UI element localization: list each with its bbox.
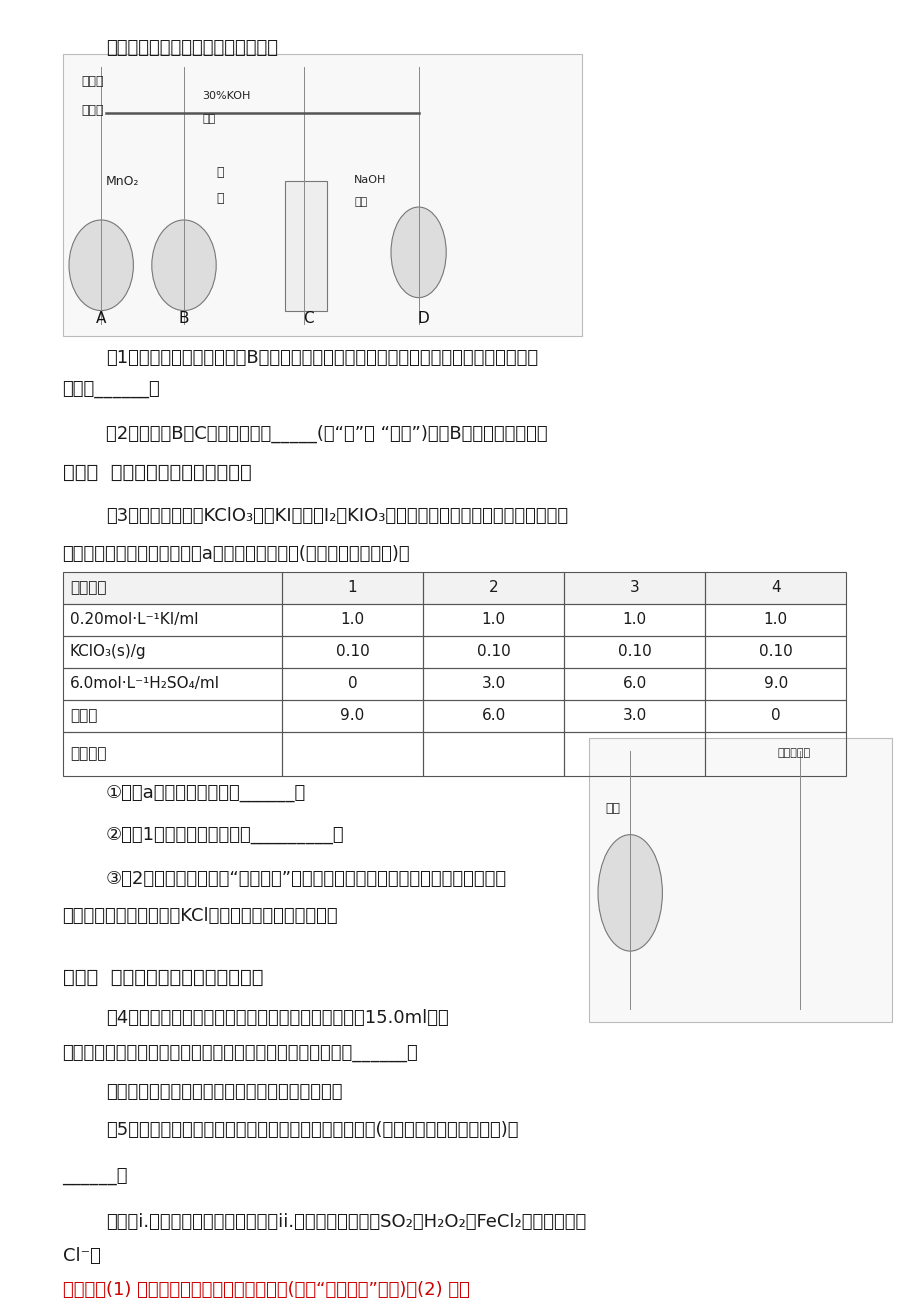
Text: KClO₃(s)/g: KClO₃(s)/g: [70, 644, 146, 659]
Text: Cl⁻。: Cl⁻。: [62, 1247, 100, 1266]
Text: 3.0: 3.0: [481, 676, 505, 691]
Bar: [563, 699, 705, 732]
Bar: [282, 635, 423, 668]
Bar: [423, 604, 563, 635]
Text: 【答案】(1) 烧杯、漏斗、玻璃棒、胶头滴管(不填“胶头滴管”也可)；(2) 能；: 【答案】(1) 烧杯、漏斗、玻璃棒、胶头滴管(不填“胶头滴管”也可)；(2) 能…: [62, 1281, 469, 1299]
Bar: [282, 604, 423, 635]
Bar: [563, 732, 705, 776]
Text: 水: 水: [216, 165, 223, 178]
Text: 溶液: 溶液: [202, 113, 215, 124]
Ellipse shape: [69, 220, 133, 311]
Bar: [282, 668, 423, 699]
Text: 实验现象: 实验现象: [70, 746, 107, 762]
Bar: [62, 635, 282, 668]
Text: 0.10: 0.10: [335, 644, 369, 659]
Text: 4: 4: [770, 581, 780, 595]
Bar: [282, 572, 423, 604]
Text: C: C: [302, 311, 313, 326]
Text: 6.0: 6.0: [622, 676, 646, 691]
Bar: [423, 572, 563, 604]
Text: 实验二  氯酸钒与碘化钒反应的探究: 实验二 氯酸钒与碘化钒反应的探究: [62, 464, 251, 482]
Text: （3）在不同条件下KClO₃可将KI氧化为I₂或KIO₃。该小组设计了系列实验研究反应条件: （3）在不同条件下KClO₃可将KI氧化为I₂或KIO₃。该小组设计了系列实验研…: [106, 508, 567, 525]
Bar: [423, 635, 563, 668]
Text: ③若2号试管实验现象为“黄色溶液”，取少量该溶液加入淠粉溶液显蓝色；假设氧: ③若2号试管实验现象为“黄色溶液”，取少量该溶液加入淠粉溶液显蓝色；假设氧: [106, 870, 506, 888]
Text: 1.0: 1.0: [763, 612, 787, 628]
Text: NaOH: NaOH: [354, 174, 386, 185]
Text: 对反应产物的影响，其中系列a实验的记录表如下(实验在室温下进行)：: 对反应产物的影响，其中系列a实验的记录表如下(实验在室温下进行)：: [62, 544, 410, 562]
Text: 氯水: 氯水: [605, 802, 619, 815]
Bar: [62, 668, 282, 699]
Text: （1）制取实验结束后，取出B中试管冷却结晶、过滤、洗涤。该实验操作过程需要的玻璃: （1）制取实验结束后，取出B中试管冷却结晶、过滤、洗涤。该实验操作过程需要的玻璃: [106, 349, 538, 367]
Text: D: D: [417, 311, 428, 326]
Bar: [62, 732, 282, 776]
Text: （2）若对调B和C装置的位置，_____(填“能”或 “不能”)提高B中氯酸钒的产率。: （2）若对调B和C装置的位置，_____(填“能”或 “不能”)提高B中氯酸钒的…: [106, 424, 547, 443]
Bar: [423, 699, 563, 732]
Bar: [62, 55, 582, 336]
Bar: [705, 668, 845, 699]
Text: 0.10: 0.10: [618, 644, 651, 659]
Ellipse shape: [597, 835, 662, 950]
Bar: [705, 732, 845, 776]
Bar: [563, 572, 705, 604]
Text: A: A: [96, 311, 107, 326]
Text: 仪器有______。: 仪器有______。: [62, 380, 160, 398]
Text: 浓盐酸: 浓盐酸: [81, 76, 103, 89]
Bar: [62, 699, 282, 732]
Text: 蒸馏水: 蒸馏水: [70, 708, 97, 723]
Bar: [563, 604, 705, 635]
Ellipse shape: [391, 207, 446, 298]
Text: ①系列a实验的实验目的是______。: ①系列a实验的实验目的是______。: [106, 784, 306, 802]
Text: ②设艹1号试管实验的作用是_________。: ②设艹1号试管实验的作用是_________。: [106, 825, 344, 844]
Text: MnO₂: MnO₂: [106, 174, 139, 187]
Text: 利用右图所示的实验装置进行实验。: 利用右图所示的实验装置进行实验。: [106, 39, 278, 57]
Bar: [563, 668, 705, 699]
Bar: [62, 604, 282, 635]
Bar: [588, 738, 891, 1022]
Text: 资料：i.次氯酸会破坏酸碱指示剑；ii.次氯酸或氯水可被SO₂、H₂O₂、FeCl₂等物质还原成: 资料：i.次氯酸会破坏酸碱指示剑；ii.次氯酸或氯水可被SO₂、H₂O₂、FeC…: [106, 1212, 585, 1230]
Text: 6.0: 6.0: [481, 708, 505, 723]
Bar: [62, 572, 282, 604]
Text: （不考虑实验装置及操作失误导致不可行的原因）: （不考虑实验装置及操作失误导致不可行的原因）: [106, 1083, 342, 1101]
Text: 3: 3: [630, 581, 639, 595]
Text: 0.20mol·L⁻¹KI/ml: 0.20mol·L⁻¹KI/ml: [70, 612, 199, 628]
Bar: [62, 572, 845, 604]
Text: 1.0: 1.0: [481, 612, 505, 628]
Bar: [282, 732, 423, 776]
Text: （5）根据下列资料，为该小组设计一个可行的实验方案(不必描述操作过程的细节)：: （5）根据下列资料，为该小组设计一个可行的实验方案(不必描述操作过程的细节)：: [106, 1121, 517, 1139]
Text: 0.10: 0.10: [476, 644, 510, 659]
Text: 氯水试样，测定产生气体的体积。此方案不可行的主要原因是______。: 氯水试样，测定产生气体的体积。此方案不可行的主要原因是______。: [62, 1044, 418, 1062]
Text: ______。: ______。: [62, 1167, 128, 1185]
Text: 0: 0: [347, 676, 357, 691]
Bar: [705, 604, 845, 635]
Text: 水: 水: [216, 191, 223, 204]
Text: 30%KOH: 30%KOH: [202, 91, 251, 100]
Text: 2: 2: [488, 581, 498, 595]
Text: B: B: [178, 311, 189, 326]
Bar: [423, 732, 563, 776]
Text: 0: 0: [770, 708, 780, 723]
Bar: [285, 181, 326, 311]
Bar: [705, 699, 845, 732]
Text: 9.0: 9.0: [763, 676, 787, 691]
Text: 3.0: 3.0: [622, 708, 646, 723]
Text: 1.0: 1.0: [340, 612, 364, 628]
Bar: [705, 572, 845, 604]
Ellipse shape: [152, 220, 216, 311]
Bar: [423, 668, 563, 699]
Bar: [705, 635, 845, 668]
Text: 化产物唯一，还原产物为KCl，则此反应的离子方程式为: 化产物唯一，还原产物为KCl，则此反应的离子方程式为: [62, 907, 338, 926]
Text: （4）该小组设计的实验方案为：使用右图装置，加结15.0ml饱和: （4）该小组设计的实验方案为：使用右图装置，加结15.0ml饱和: [106, 1009, 448, 1027]
Bar: [282, 699, 423, 732]
Text: 试管编号: 试管编号: [70, 581, 107, 595]
Text: 温度计: 温度计: [81, 104, 103, 116]
Text: 6.0mol·L⁻¹H₂SO₄/ml: 6.0mol·L⁻¹H₂SO₄/ml: [70, 676, 220, 691]
Text: 1: 1: [347, 581, 357, 595]
Text: 9.0: 9.0: [340, 708, 364, 723]
Text: 1.0: 1.0: [622, 612, 646, 628]
Text: 0.10: 0.10: [758, 644, 792, 659]
Text: 实验三  测定饱和氯水中氯元素的总量: 实验三 测定饱和氯水中氯元素的总量: [62, 967, 263, 987]
Bar: [563, 635, 705, 668]
Text: 饱和食盐水: 饱和食盐水: [777, 747, 810, 758]
Text: 溶液: 溶液: [354, 197, 367, 207]
